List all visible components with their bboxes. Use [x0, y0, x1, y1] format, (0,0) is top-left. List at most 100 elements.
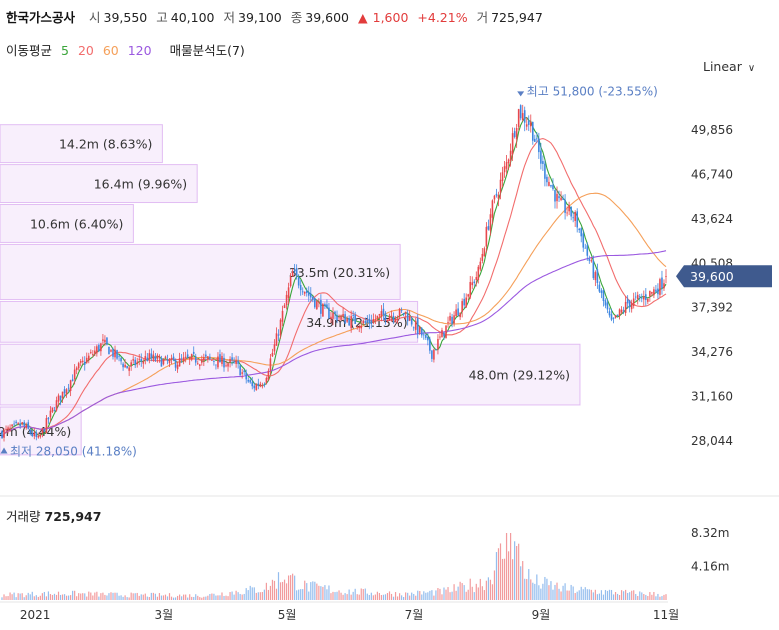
volume-bar: [657, 593, 659, 600]
volume-bar: [193, 596, 195, 600]
candle-body: [170, 357, 173, 360]
candle-body: [382, 308, 385, 315]
volume-bar: [19, 593, 21, 600]
volume-bar: [191, 596, 193, 600]
volume-bar: [396, 596, 399, 600]
candle-body: [497, 195, 500, 199]
volume-bar: [106, 595, 108, 600]
volume-bar: [330, 593, 332, 600]
candle-body: [630, 303, 633, 310]
candle-body: [495, 193, 498, 196]
volume-bar: [326, 589, 328, 600]
candle-body: [17, 422, 19, 424]
volume-bar: [142, 594, 144, 600]
volume-panel-label: 거래량: [6, 509, 41, 524]
candle-body: [19, 423, 21, 427]
volume-bar: [457, 586, 459, 600]
volume-bar: [580, 586, 582, 600]
candle-body: [402, 312, 405, 315]
volume-bar: [483, 590, 485, 600]
candle-body: [194, 356, 197, 363]
volume-bar: [633, 590, 635, 600]
moving-average-legend[interactable]: 이동평균 5 20 60 120 매물분석도(7): [6, 40, 250, 59]
candle-body: [223, 357, 225, 368]
volume-bar: [253, 587, 255, 600]
candle-body: [544, 163, 546, 179]
volume-bar: [493, 570, 496, 600]
volume-bar: [612, 594, 615, 600]
candle-body: [295, 268, 298, 276]
ma-line-120: [1, 250, 667, 439]
candle-body: [614, 315, 617, 318]
volume-bar: [487, 577, 489, 600]
volume-bar: [532, 582, 534, 600]
candle-body: [398, 308, 401, 317]
candle-body: [467, 294, 470, 297]
candle-body: [21, 422, 23, 425]
volume-bar: [68, 595, 70, 600]
candle-body: [455, 309, 457, 317]
high-label: 고: [156, 10, 168, 25]
scale-select-value: Linear: [703, 59, 742, 74]
volume-bar: [265, 582, 267, 600]
volume-bar: [360, 588, 362, 600]
volume-bar: [148, 597, 150, 600]
price-tick-label: 37,392: [691, 301, 733, 315]
candle-body: [186, 354, 189, 358]
candle-body: [584, 247, 587, 249]
candle-body: [37, 435, 40, 438]
candle-body: [63, 389, 66, 394]
volume-bar: [350, 594, 352, 600]
candle-body: [618, 309, 621, 316]
candle-body: [134, 359, 137, 366]
candle-body: [473, 281, 476, 284]
candle-body: [340, 315, 342, 320]
candle-body: [465, 297, 467, 308]
volume-bar: [201, 597, 203, 600]
candle-body: [7, 427, 9, 431]
candle-body: [3, 429, 5, 438]
candle-body: [203, 357, 205, 361]
candlesticks: [1, 104, 667, 442]
volume-bar: [578, 590, 580, 600]
volume-bar: [215, 595, 217, 600]
candle-body: [598, 284, 601, 292]
volume-bar: [477, 587, 479, 600]
candle-body: [241, 372, 243, 374]
volume-profile: 14.2m (8.63%) 16.4m (9.96%) 10.6m (6.40%) 3…: [0, 124, 581, 456]
price-markers: 최고 51,800 (-23.55%) 최저 28,050 (41.18%): [0, 84, 658, 458]
last-price-label: 39,600: [690, 269, 734, 284]
volume-bar: [570, 584, 572, 600]
volume-bar: [435, 590, 437, 600]
volume-bar: [645, 594, 647, 600]
open-label: 시: [89, 10, 101, 25]
candle-body: [130, 362, 132, 366]
candle-body: [299, 285, 302, 291]
candle-body: [511, 133, 514, 155]
candle-body: [453, 315, 455, 324]
time-tick-label: 11월: [653, 608, 679, 622]
volume-bar: [610, 589, 613, 600]
candle-body: [529, 122, 532, 127]
ma-period-120: 120: [127, 43, 152, 58]
candle-body: [257, 383, 260, 386]
volume-bar: [538, 585, 540, 600]
candle-body: [209, 356, 211, 359]
candle-body: [45, 418, 48, 433]
price-axis: 49,85646,74043,62440,50837,39234,27631,1…: [676, 123, 772, 448]
volume-bar: [45, 596, 48, 600]
volume-bar: [437, 588, 439, 600]
volume-bar: [590, 589, 592, 600]
volume-bar: [552, 589, 554, 600]
volume-bar: [146, 596, 148, 600]
candle-body: [188, 357, 191, 360]
change-up-icon: ▲: [358, 10, 368, 25]
candle-body: [73, 369, 76, 380]
volume-bar: [627, 592, 629, 600]
volume-bar: [342, 594, 344, 600]
volume-bar: [596, 594, 598, 600]
scale-select[interactable]: Linear ∨: [703, 59, 755, 74]
volume-bar: [560, 591, 562, 600]
volume-bar: [548, 585, 550, 600]
